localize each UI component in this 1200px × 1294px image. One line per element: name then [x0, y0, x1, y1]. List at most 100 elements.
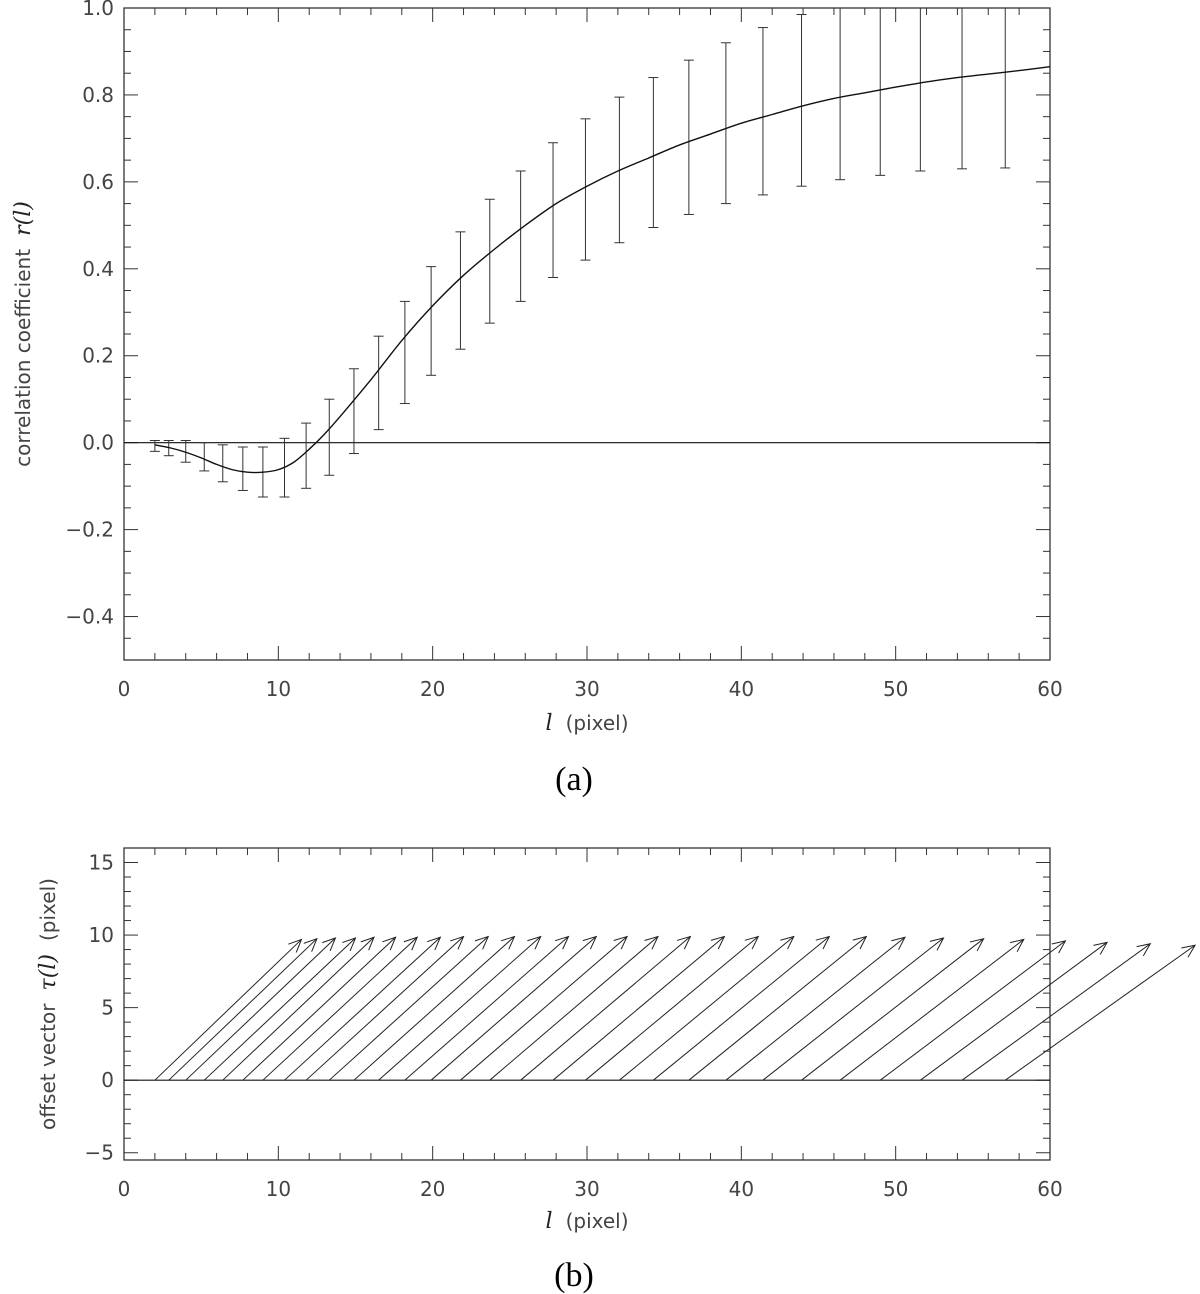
arrow-shaft [839, 939, 1025, 1081]
panel-b-offset-arrow [688, 935, 868, 1081]
arrow-shaft [305, 936, 464, 1081]
arrow-shaft [801, 938, 984, 1081]
arrow-shaft [688, 936, 867, 1081]
panel-b-y-tick-label: 0 [101, 1068, 114, 1092]
panel-b-offset-arrow [839, 938, 1025, 1081]
panel-b-x-tick-label: 10 [266, 1177, 291, 1201]
panel-b-offset-arrow [460, 935, 629, 1081]
panel-a-label: (a) [555, 761, 593, 798]
panel-a-y-tick-label: 1.0 [82, 0, 114, 20]
arrow-head [1051, 940, 1067, 954]
panel-a-x-axis-unit: (pixel) [566, 711, 629, 735]
arrow-shaft [520, 936, 691, 1081]
panel-a-x-tick-label: 0 [118, 677, 131, 701]
arrow-head [644, 935, 659, 950]
panel-a-y-tick-labels: −0.4 −0.2 0.0 0.2 0.4 0.6 0.8 1.0 [65, 0, 114, 629]
panel-b-offset-arrow [154, 938, 303, 1081]
arrow-head [500, 935, 516, 950]
arrow-head [288, 938, 303, 953]
arrow-shaft [552, 936, 725, 1081]
panel-b-offset-arrow [920, 941, 1109, 1081]
panel-a-error-bar [720, 42, 731, 205]
panel-a-y-axis-label: correlation coefficient r(l) [11, 201, 36, 467]
panel-a-error-bar [796, 14, 807, 187]
panel-b-offset-arrow [185, 937, 337, 1081]
arrow-head [710, 935, 726, 950]
arrow-shaft [920, 941, 1108, 1081]
arrow-head [322, 937, 337, 952]
panel-b-offset-arrow [284, 936, 442, 1081]
panel-a-error-bar [957, 7, 968, 170]
panel-b-y-axis-label: offset vector τ(l) (pixel) [36, 878, 61, 1130]
panel-b-x-tick-label: 50 [883, 1177, 908, 1201]
arrow-shaft [203, 937, 356, 1081]
panel-a-error-bar [915, 7, 926, 172]
panel-a-y-axis-text: correlation coefficient [11, 249, 35, 467]
panel-a-error-bar [373, 335, 384, 431]
panel-b-plot-frame [123, 847, 1051, 1161]
arrow-shaft [185, 937, 336, 1081]
arrow-head [891, 936, 906, 950]
panel-b-offset-arrow [404, 935, 570, 1081]
panel-b-x-axis-label: l (pixel) [545, 1209, 628, 1234]
panel-a-ticks [123, 7, 1051, 661]
panel-a-y-tick-label: 0.4 [82, 257, 114, 281]
panel-a-x-tick-label: 30 [574, 677, 599, 701]
panel-a-x-tick-label: 50 [883, 677, 908, 701]
panel-b-offset-arrow [203, 937, 357, 1081]
arrow-head [582, 935, 598, 950]
arrow-head [852, 935, 868, 950]
panel-a-plot-frame [123, 7, 1051, 661]
panel-b-x-tick-label: 0 [118, 1177, 131, 1201]
panel-a-error-bar [348, 368, 359, 455]
panel-b-x-tick-label: 40 [729, 1177, 754, 1201]
arrow-shaft [1004, 944, 1196, 1081]
panel-b-offset-arrow [328, 935, 490, 1081]
arrow-shaft [619, 936, 795, 1081]
arrow-shaft [460, 936, 628, 1081]
panel-b-offset-arrow [353, 935, 516, 1081]
panel-a-correlation-chart: 0 10 20 30 40 50 60 −0.4 −0.2 0.0 0.2 0.4 0.6 0.8 1.0… [11, 0, 1063, 798]
panel-b-y-tick-label: 5 [101, 996, 114, 1020]
panel-a-error-bar [875, 7, 886, 176]
panel-a-error-bar [580, 118, 591, 261]
panel-b-y-axis-variable: τ(l) [36, 954, 61, 990]
panel-b-offset-arrow [879, 940, 1067, 1081]
arrow-shaft [378, 936, 542, 1081]
panel-a-curve [154, 65, 1051, 474]
panel-b-y-axis-text: offset vector [36, 1003, 60, 1130]
panel-b-label: (b) [554, 1257, 594, 1294]
panel-b-offset-arrow [520, 935, 692, 1081]
panel-b-offset-arrow [430, 935, 598, 1081]
panel-a-error-bar [217, 444, 228, 483]
panel-a-error-bar [199, 442, 210, 472]
arrow-head [426, 936, 442, 951]
panel-a-y-tick-label: 0.0 [82, 431, 114, 455]
arrow-head [929, 937, 945, 951]
panel-a-error-bar [515, 170, 526, 302]
panel-a-x-tick-label: 10 [266, 677, 291, 701]
panel-a-x-tick-label: 60 [1037, 677, 1062, 701]
panel-b-offset-arrow [585, 935, 760, 1081]
panel-b-y-tick-label: 10 [89, 923, 114, 947]
panel-b-x-tick-label: 60 [1037, 1177, 1062, 1201]
panel-a-error-bar [548, 142, 559, 278]
panel-b-offset-arrow [378, 935, 542, 1081]
panel-b-offset-arrow [168, 937, 318, 1081]
arrow-shaft [404, 936, 569, 1081]
arrow-shaft [725, 936, 906, 1081]
panel-b-offset-arrow [305, 935, 465, 1081]
arrow-head [744, 935, 760, 950]
panel-a-error-bar [1000, 7, 1011, 169]
panel-a-x-axis-variable: l [545, 711, 552, 736]
panel-b-offset-arrow [1004, 944, 1197, 1081]
arrow-head [527, 935, 542, 950]
arrow-shaft [879, 940, 1066, 1081]
arrow-head [815, 935, 831, 950]
arrow-shaft [262, 936, 418, 1081]
arrow-head [360, 936, 375, 951]
arrow-head [474, 935, 490, 950]
panel-b-offset-arrow [262, 936, 419, 1081]
panel-a-error-bar [149, 439, 160, 452]
